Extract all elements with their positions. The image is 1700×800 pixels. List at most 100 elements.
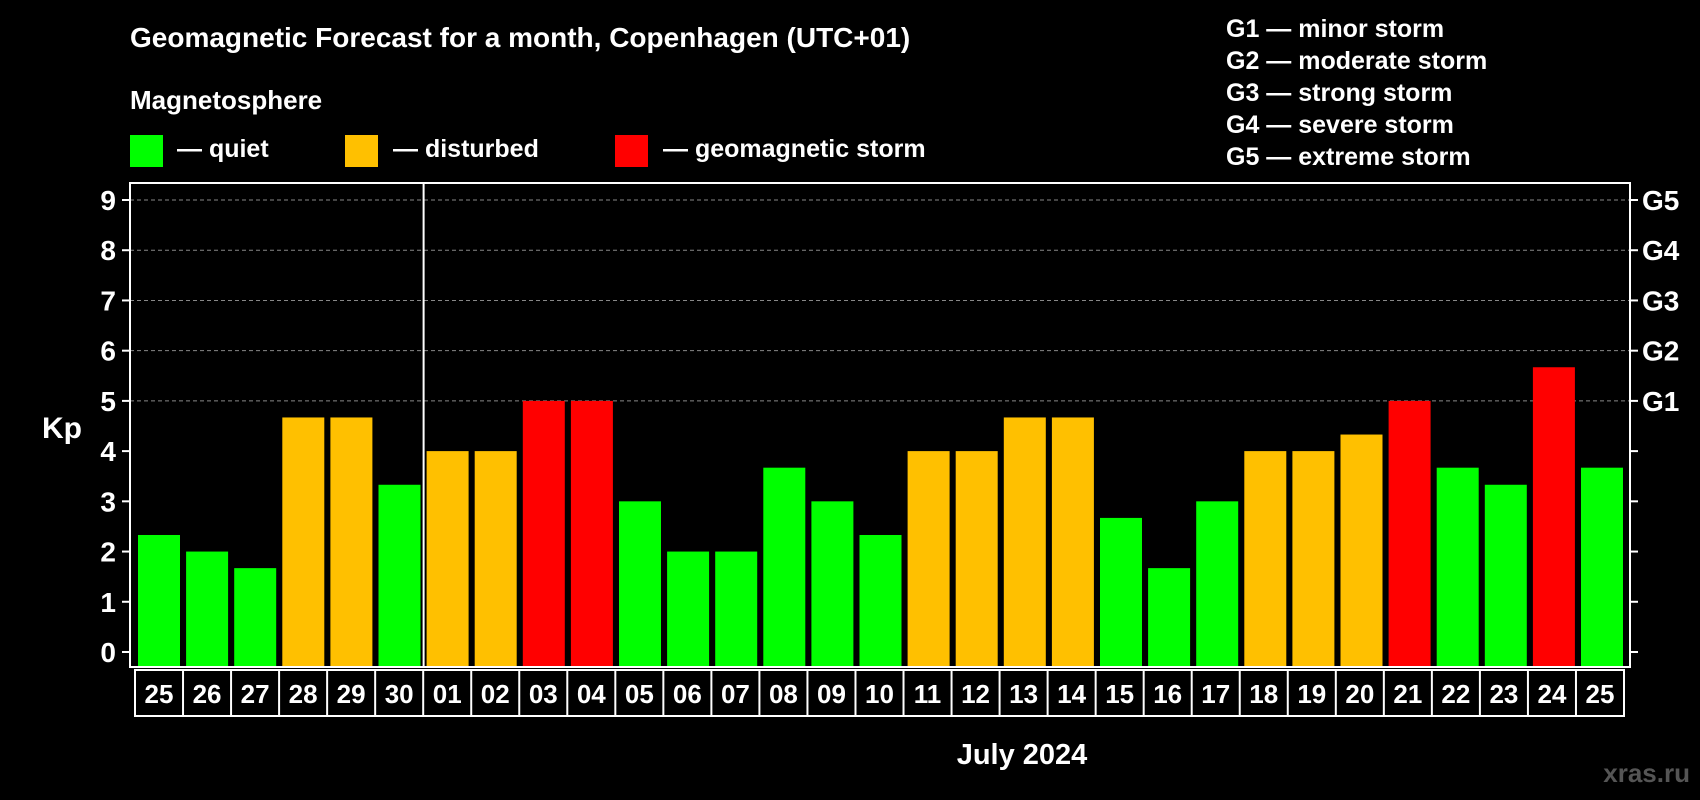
legend-label-quiet: — quiet — [177, 135, 269, 163]
right-tick-label-g3: G3 — [1642, 285, 1679, 316]
legend-label-storm: — geomagnetic storm — [663, 135, 926, 163]
x-tick-label-21: 16 — [1153, 679, 1182, 709]
bar-25 — [1340, 434, 1383, 667]
right-tick-label-g1: G1 — [1642, 386, 1679, 417]
bar-0 — [138, 534, 180, 667]
x-tick-label-17: 12 — [961, 679, 990, 709]
storm-scale-g4: G4 — severe storm — [1226, 111, 1454, 139]
x-tick-label-25: 20 — [1345, 679, 1374, 709]
y-tick-label-5: 5 — [100, 386, 116, 417]
x-tick-label-1: 26 — [193, 679, 222, 709]
bar-21 — [1148, 568, 1191, 667]
date-box-border — [134, 669, 1625, 717]
legend-label-disturbed: — disturbed — [393, 135, 539, 163]
x-tick-label-13: 08 — [769, 679, 798, 709]
bar-14 — [811, 501, 854, 667]
x-axis-label: July 2024 — [957, 739, 1088, 771]
bar-5 — [378, 484, 421, 667]
chart-title: Geomagnetic Forecast for a month, Copenh… — [130, 22, 910, 53]
bar-15 — [859, 534, 902, 667]
bar-13 — [763, 467, 806, 667]
x-tick-label-8: 03 — [529, 679, 558, 709]
y-tick-label-0: 0 — [100, 637, 116, 668]
x-tick-label-23: 18 — [1249, 679, 1278, 709]
x-tick-label-2: 27 — [241, 679, 270, 709]
legend-swatch-disturbed — [345, 135, 378, 167]
bar-16 — [907, 451, 950, 667]
x-tick-label-12: 07 — [721, 679, 750, 709]
x-tick-label-28: 23 — [1489, 679, 1518, 709]
storm-scale-g1: G1 — minor storm — [1226, 15, 1444, 43]
bar-26 — [1388, 400, 1431, 667]
x-tick-label-29: 24 — [1537, 679, 1566, 709]
x-axis-date-boxes: 25 26 27 28 29 30 01 02 03 04 05 06 07 08 09 10 11 12 13 14… — [134, 669, 1625, 717]
y-tick-label-3: 3 — [100, 486, 116, 517]
legend: — quiet — disturbed — geomagnetic storm — [130, 135, 926, 167]
y-tick-label-1: 1 — [100, 587, 116, 618]
x-tick-label-4: 29 — [337, 679, 366, 709]
x-tick-label-18: 13 — [1009, 679, 1038, 709]
bar-29 — [1532, 367, 1575, 667]
bar-12 — [715, 551, 758, 667]
bar-4 — [330, 417, 373, 667]
storm-scale: G1 — minor storm G2 — moderate storm G3 … — [1226, 15, 1487, 171]
bar-2 — [234, 568, 277, 667]
storm-scale-g3: G3 — strong storm — [1226, 79, 1452, 107]
right-tick-label-g5: G5 — [1642, 185, 1679, 216]
bar-17 — [955, 451, 998, 667]
bar-18 — [1003, 417, 1046, 667]
plot-border — [129, 182, 1631, 668]
storm-scale-g5: G5 — extreme storm — [1226, 143, 1471, 171]
x-tick-label-20: 15 — [1105, 679, 1134, 709]
x-tick-label-16: 11 — [914, 679, 942, 709]
legend-title: Magnetosphere — [130, 85, 322, 115]
x-tick-label-30: 25 — [1586, 679, 1615, 709]
bar-30 — [1581, 467, 1623, 667]
x-tick-label-27: 22 — [1441, 679, 1470, 709]
right-tick-label-g2: G2 — [1642, 336, 1679, 367]
grid-lines — [130, 199, 1630, 402]
bar-19 — [1051, 417, 1094, 667]
x-tick-label-26: 21 — [1393, 679, 1422, 709]
bar-11 — [667, 551, 710, 667]
y-tick-label-7: 7 — [100, 285, 116, 316]
bar-3 — [282, 417, 325, 667]
right-tick-label-g4: G4 — [1642, 235, 1680, 266]
legend-swatch-storm — [615, 135, 648, 167]
bar-8 — [522, 400, 565, 667]
bar-6 — [426, 451, 469, 667]
x-tick-label-0: 25 — [145, 679, 174, 709]
y-tick-label-8: 8 — [100, 235, 116, 266]
x-tick-label-7: 02 — [481, 679, 510, 709]
bar-10 — [619, 501, 661, 667]
x-tick-label-11: 06 — [673, 679, 702, 709]
x-tick-label-3: 28 — [289, 679, 318, 709]
right-axis: G1 G2 G3 G4 G5 — [1630, 185, 1680, 653]
x-tick-label-6: 01 — [433, 679, 462, 709]
x-tick-label-9: 04 — [577, 679, 606, 709]
y-tick-label-4: 4 — [100, 436, 116, 467]
y-axis-label: Kp — [42, 412, 82, 445]
watermark: xras.ru — [1603, 758, 1690, 788]
x-tick-label-15: 10 — [865, 679, 894, 709]
y-axis: 0 1 2 3 4 5 6 7 8 9 — [100, 185, 130, 668]
bar-27 — [1436, 467, 1479, 667]
bar-23 — [1244, 451, 1287, 667]
bar-24 — [1292, 451, 1335, 667]
x-tick-label-19: 14 — [1057, 679, 1086, 709]
x-tick-label-10: 05 — [625, 679, 654, 709]
x-tick-label-22: 17 — [1201, 679, 1230, 709]
bar-28 — [1484, 484, 1527, 667]
y-tick-label-6: 6 — [100, 336, 116, 367]
y-tick-label-9: 9 — [100, 185, 116, 216]
y-tick-label-2: 2 — [100, 537, 116, 568]
plot-frame — [129, 182, 1631, 668]
storm-scale-g2: G2 — moderate storm — [1226, 47, 1487, 75]
bars — [138, 367, 1623, 667]
bar-22 — [1196, 501, 1239, 667]
x-tick-label-14: 09 — [817, 679, 846, 709]
bar-20 — [1100, 517, 1142, 667]
bar-7 — [474, 451, 517, 667]
bar-9 — [570, 400, 613, 667]
